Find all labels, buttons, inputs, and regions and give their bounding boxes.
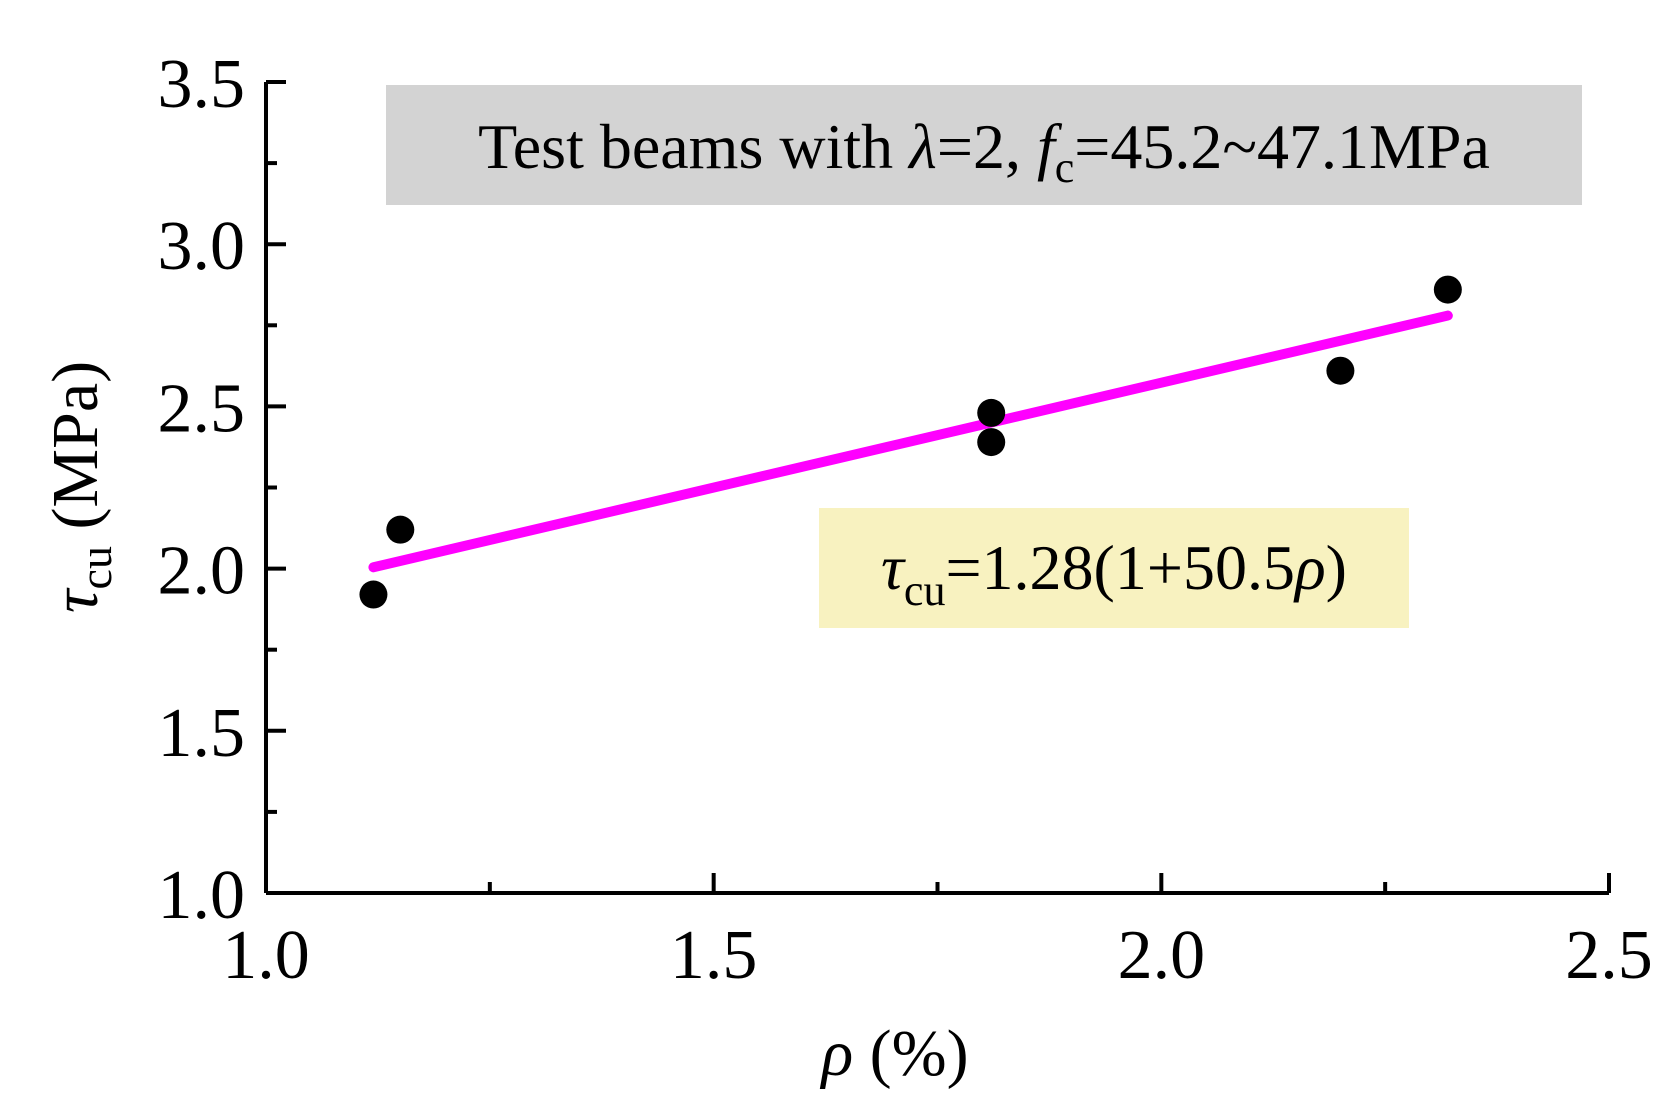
x-tick-label: 1.0 xyxy=(222,917,310,994)
equation-rho-symbol: ρ xyxy=(1293,532,1326,603)
y-tick-label: 2.0 xyxy=(158,533,246,610)
fit-line-group xyxy=(368,310,1453,573)
data-point xyxy=(1326,356,1355,385)
y-axis-label-unit: (MPa) xyxy=(39,361,112,546)
x-axis-label-unit: (%) xyxy=(853,1017,968,1090)
y-tick-label: 1.5 xyxy=(158,695,246,772)
x-axis-label-symbol: ρ xyxy=(819,1017,853,1090)
x-tick-label: 1.5 xyxy=(670,917,758,994)
title-text-before: Test beams with xyxy=(478,111,909,182)
title-lambda-symbol: λ xyxy=(907,111,937,182)
title-annotation-background xyxy=(386,85,1582,205)
data-point xyxy=(977,428,1006,457)
equation-tau-subscript: cu xyxy=(904,566,946,615)
title-annotation: Test beams with λ=2, fc=45.2~47.1MPa xyxy=(386,85,1582,205)
x-axis-label: ρ (%) xyxy=(819,1017,968,1090)
y-tick-label: 1.0 xyxy=(158,857,246,934)
equation-text-middle: =1.28(1+50.5 xyxy=(945,532,1295,603)
data-point xyxy=(977,398,1006,427)
title-text-middle: =2, xyxy=(937,111,1037,182)
x-tick-label: 2.5 xyxy=(1565,917,1653,994)
data-points xyxy=(359,275,1462,609)
axis-ticks xyxy=(264,80,1611,895)
data-point xyxy=(359,580,388,609)
y-axis-label-symbol: τ xyxy=(39,587,112,613)
y-tick-label: 3.0 xyxy=(158,208,246,285)
y-tick-label: 3.5 xyxy=(158,46,246,123)
title-annotation-text: Test beams with λ=2, fc=45.2~47.1MPa xyxy=(478,111,1490,192)
y-axis-label: τcu (MPa) xyxy=(39,361,121,613)
data-point xyxy=(1433,275,1462,304)
equation-annotation: τcu=1.28(1+50.5ρ) xyxy=(819,508,1409,628)
fit-line xyxy=(368,310,1453,573)
equation-text-after: ) xyxy=(1326,532,1347,603)
equation-annotation-background xyxy=(819,508,1409,628)
y-axis-label-subscript: cu xyxy=(70,546,121,589)
title-text-after: =45.2~47.1MPa xyxy=(1074,111,1490,182)
title-f-subscript: c xyxy=(1055,143,1075,192)
x-tick-label: 2.0 xyxy=(1118,917,1206,994)
data-point xyxy=(386,515,415,544)
equation-tau-symbol: τ xyxy=(881,532,906,603)
axis-tick-labels: 1.0 1.5 2.0 2.5 1.0 1.5 2.0 2.5 3.0 3.5 xyxy=(158,46,1653,994)
equation-annotation-text: τcu=1.28(1+50.5ρ) xyxy=(881,532,1347,615)
y-tick-label: 2.5 xyxy=(158,370,246,447)
